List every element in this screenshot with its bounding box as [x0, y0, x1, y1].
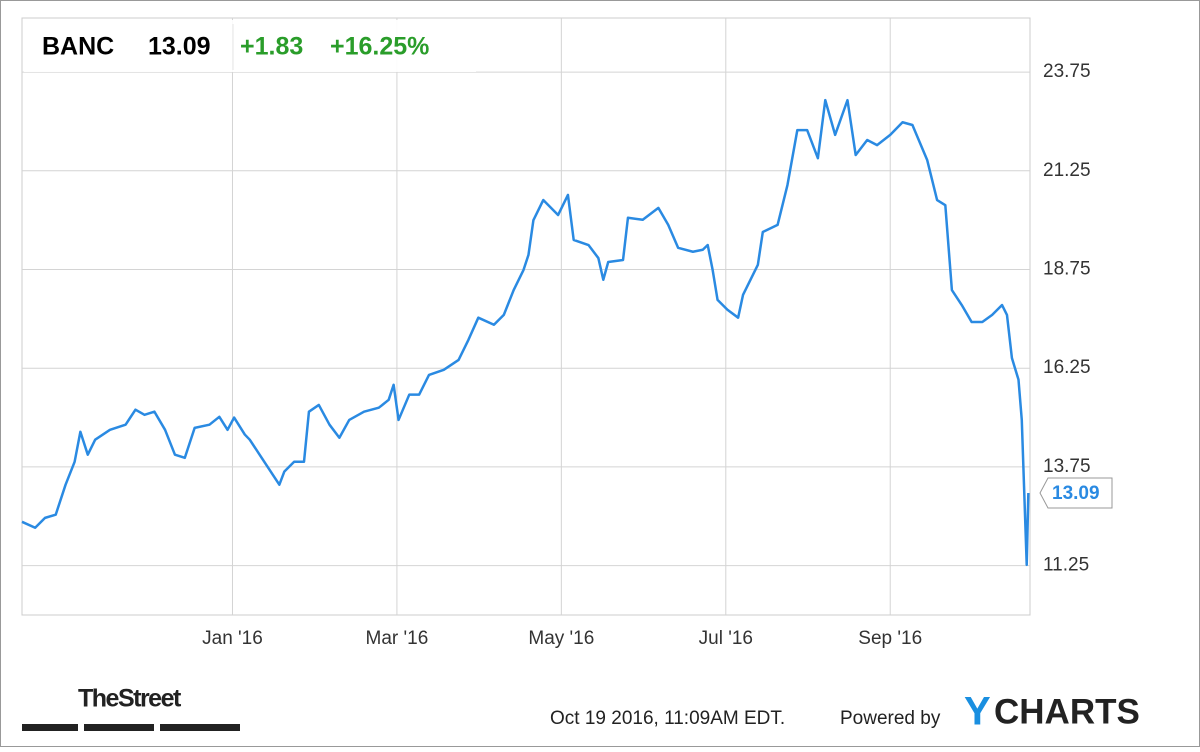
brand-y: Y: [964, 690, 991, 734]
y-tick-label: 13.75: [1043, 456, 1091, 477]
price-line: [21, 98, 1030, 567]
header-box: [24, 20, 476, 72]
x-tick-label: Sep '16: [858, 628, 922, 649]
logo-bar: [84, 724, 154, 731]
price: 13.09: [148, 33, 211, 61]
powered-by: Powered by: [840, 708, 941, 729]
x-tick-label: Jul '16: [699, 628, 753, 649]
x-tick-label: Jan '16: [202, 628, 263, 649]
y-tick-label: 21.25: [1043, 160, 1091, 181]
x-tick-label: Mar '16: [366, 628, 429, 649]
change: +1.83: [240, 33, 303, 61]
ticker: BANC: [42, 33, 114, 61]
y-tick-label: 11.25: [1043, 555, 1089, 576]
logo-bar: [160, 724, 240, 731]
x-tick-label: May '16: [528, 628, 594, 649]
y-tick-label: 23.75: [1043, 61, 1091, 82]
thestreet-logo: TheStreet: [78, 685, 182, 713]
y-tick-label: 18.75: [1043, 259, 1091, 280]
last-value-box: [1039, 477, 1113, 509]
plot-area: [21, 17, 1031, 616]
timestamp: Oct 19 2016, 11:09AM EDT.: [550, 708, 785, 729]
brand-rest: CHARTS: [994, 692, 1140, 731]
logo-bar: [22, 724, 78, 731]
change-percent: +16.25%: [330, 33, 429, 61]
last-value-label: 13.09: [1052, 483, 1100, 504]
y-tick-label: 16.25: [1043, 357, 1091, 378]
